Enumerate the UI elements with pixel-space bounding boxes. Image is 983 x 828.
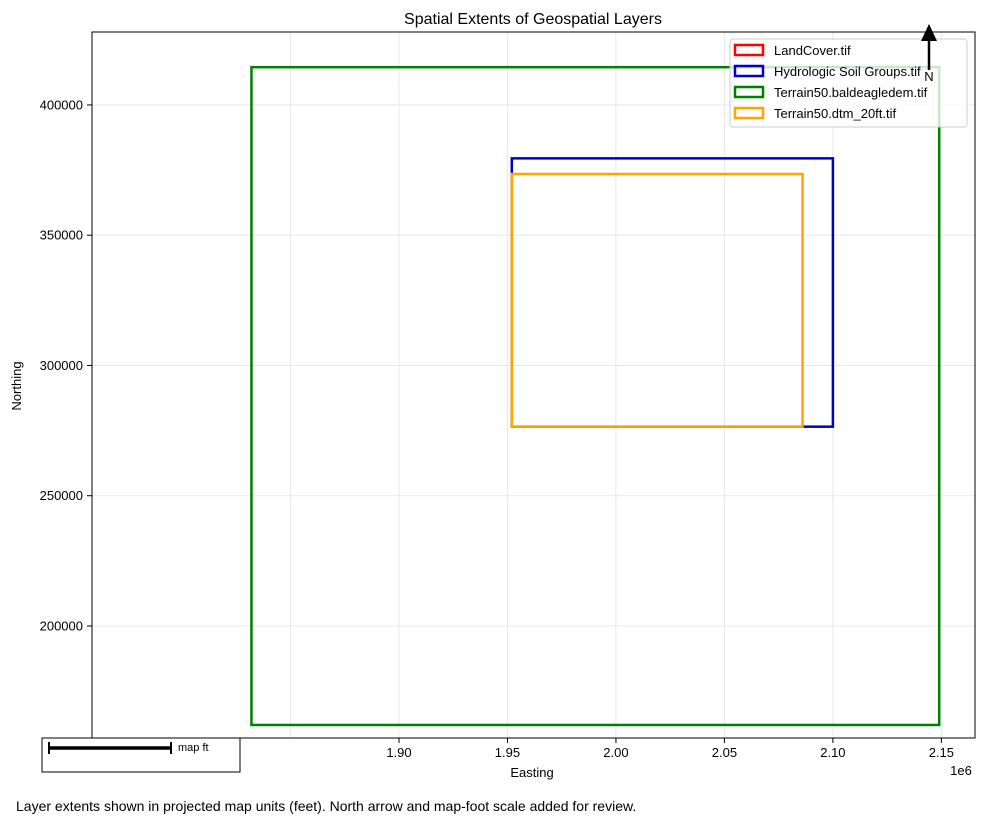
plot-frame [91, 31, 976, 739]
x-axis-label: Easting [510, 765, 553, 780]
legend-swatch [733, 64, 765, 78]
legend-frame [729, 38, 968, 128]
scale-bar-box [41, 737, 241, 773]
y-tick-label: 200000 [40, 618, 83, 633]
legend-swatch [733, 106, 765, 120]
x-axis-offset: 1e6 [950, 763, 972, 778]
figure-caption: Layer extents shown in projected map uni… [16, 798, 637, 814]
scale-bar-label: map ft [178, 742, 209, 754]
y-axis-label: Northing [9, 361, 24, 410]
legend-label: LandCover.tif [774, 43, 851, 58]
north-arrow: N [921, 24, 937, 84]
legend-label: Terrain50.dtm_20ft.tif [774, 106, 897, 121]
legend-swatch [733, 43, 765, 57]
x-tick-label: 1.90 [386, 745, 411, 760]
y-ticks: 200000 250000 300000 350000 400000 [40, 97, 92, 633]
extent-rect [510, 157, 835, 428]
y-tick-label: 400000 [40, 97, 83, 112]
y-tick-label: 350000 [40, 228, 83, 243]
x-tick-label: 2.05 [712, 745, 737, 760]
y-tick-label: 250000 [40, 488, 83, 503]
x-ticks: 1.90 1.95 2.00 2.05 2.10 2.15 [386, 738, 954, 760]
chart-title: Spatial Extents of Geospatial Layers [404, 11, 662, 28]
y-tick-label: 300000 [40, 358, 83, 373]
x-tick-label: 1.95 [495, 745, 520, 760]
north-arrow-head [921, 24, 937, 41]
extent-rect [250, 65, 941, 727]
legend-label: Terrain50.baldeagledem.tif [774, 85, 928, 100]
scale-bar: map ft [41, 737, 241, 773]
north-arrow-label: N [924, 69, 933, 84]
legend-swatch [733, 85, 765, 99]
extent-rect [510, 172, 804, 428]
legend-label: Hydrologic Soil Groups.tif [774, 64, 921, 79]
layer-extents [250, 65, 941, 727]
x-tick-label: 2.15 [929, 745, 954, 760]
x-tick-label: 2.10 [820, 745, 845, 760]
legend: LandCover.tif Hydrologic Soil Groups.tif T… [729, 38, 968, 128]
grid-lines [92, 32, 975, 738]
x-tick-label: 2.00 [603, 745, 628, 760]
